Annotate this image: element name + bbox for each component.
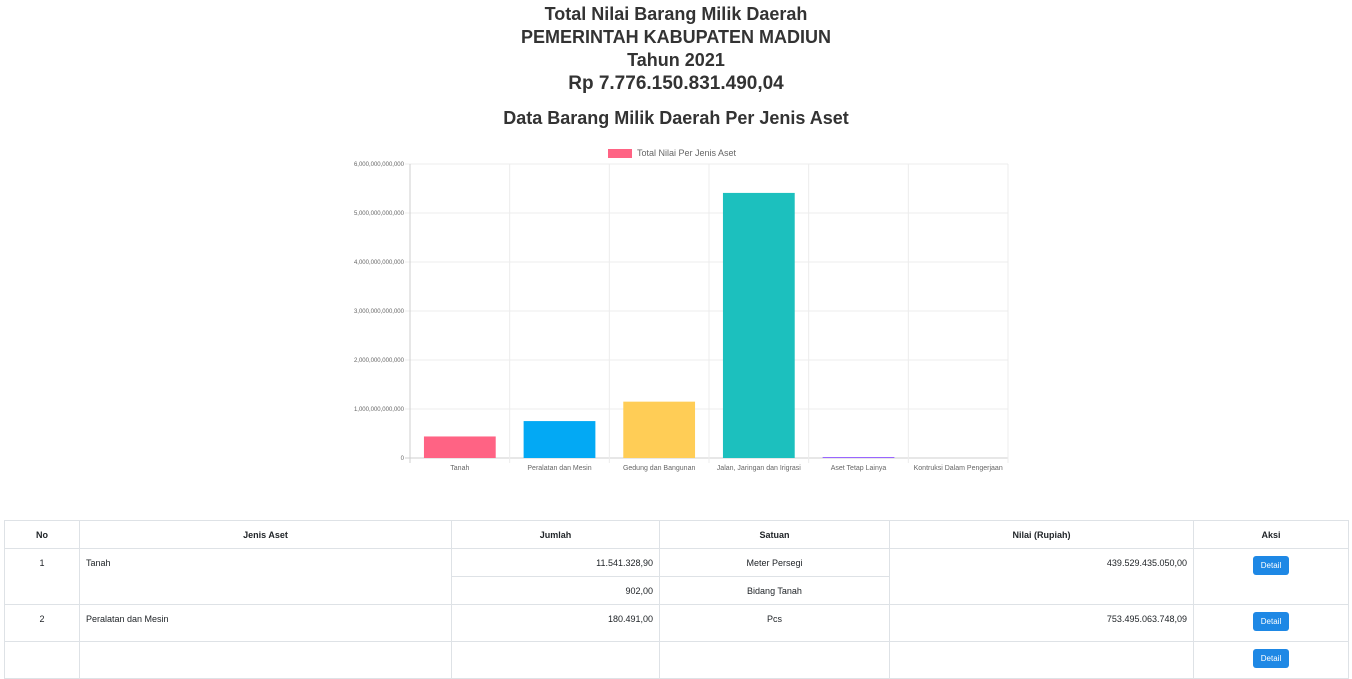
col-header-jumlah: Jumlah <box>451 520 660 549</box>
header-year: Tahun 2021 <box>627 50 725 70</box>
y-tick-label: 4,000,000,000,000 <box>354 260 405 266</box>
bar-chart: Total Nilai Per Jenis Aset 0 1,000,000,000… <box>354 148 1009 472</box>
cell-jumlah: 11.541.328,90 <box>451 548 660 577</box>
cell-satuan: Pcs <box>659 604 890 642</box>
cell-nilai <box>889 641 1194 679</box>
cell-aksi: Detail <box>1193 548 1349 605</box>
cell-satuan: Bidang Tanah <box>659 576 890 605</box>
table-header-row: No Jenis Aset Jumlah Satuan Nilai (Rupia… <box>4 520 1349 549</box>
header-total-value: Rp 7.776.150.831.490,04 <box>568 73 784 94</box>
cell-jenis-aset: Peralatan dan Mesin <box>79 604 452 642</box>
x-tick-label: Aset Tetap Lainya <box>831 465 887 472</box>
y-tick-label: 5,000,000,000,000 <box>354 211 405 217</box>
col-header-nilai: Nilai (Rupiah) <box>889 520 1194 549</box>
cell-jumlah: 180.491,00 <box>451 604 660 642</box>
x-tick-label: Jalan, Jaringan dan Irigrasi <box>717 465 801 472</box>
table-row: Detail <box>4 641 1349 679</box>
asset-table: No Jenis Aset Jumlah Satuan Nilai (Rupia… <box>4 520 1349 679</box>
detail-button[interactable]: Detail <box>1252 556 1290 575</box>
y-tick-label: 2,000,000,000,000 <box>354 358 405 364</box>
col-header-aksi: Aksi <box>1193 520 1349 549</box>
bar <box>722 192 795 458</box>
y-tick-label: 3,000,000,000,000 <box>354 309 405 315</box>
x-tick-label: Gedung dan Bangunan <box>623 465 696 472</box>
cell-satuan: Meter Persegi <box>659 548 890 577</box>
bar <box>822 457 895 458</box>
col-header-jenis-aset: Jenis Aset <box>79 520 452 549</box>
legend-label: Total Nilai Per Jenis Aset <box>637 148 737 158</box>
cell-aksi: Detail <box>1193 641 1349 679</box>
y-tick-label: 0 <box>401 456 405 462</box>
col-header-no: No <box>4 520 80 549</box>
table-row: 2 Peralatan dan Mesin 180.491,00 Pcs 753… <box>4 604 1349 642</box>
cell-nilai: 439.529.435.050,00 <box>889 548 1194 605</box>
bar <box>523 421 596 458</box>
table-row: 1 Tanah 11.541.328,90 Meter Persegi 439.… <box>4 548 1349 605</box>
chart-title: Data Barang Milik Daerah Per Jenis Aset <box>503 108 849 128</box>
cell-no: 1 <box>4 548 80 605</box>
x-tick-label: Kontruksi Dalam Pengerjaan <box>914 465 1003 472</box>
table-row: 902,00 Bidang Tanah <box>5 576 1349 605</box>
y-tick-label: 6,000,000,000,000 <box>354 162 405 168</box>
header-organization: PEMERINTAH KABUPATEN MADIUN <box>521 27 831 47</box>
cell-jumlah <box>451 641 660 679</box>
cell-no <box>4 641 80 679</box>
cell-aksi: Detail <box>1193 604 1349 642</box>
detail-button[interactable]: Detail <box>1252 612 1290 631</box>
cell-jumlah: 902,00 <box>451 576 660 605</box>
legend-swatch <box>608 149 632 158</box>
cell-jenis-aset <box>79 641 452 679</box>
header-title: Total Nilai Barang Milik Daerah <box>544 4 808 24</box>
x-tick-label: Peralatan dan Mesin <box>527 465 591 472</box>
y-tick-label: 1,000,000,000,000 <box>354 407 405 413</box>
x-tick-label: Tanah <box>450 465 469 472</box>
col-header-satuan: Satuan <box>659 520 890 549</box>
bar <box>623 401 696 458</box>
cell-jenis-aset: Tanah <box>79 548 452 605</box>
bar <box>423 436 496 458</box>
asset-table-container: No Jenis Aset Jumlah Satuan Nilai (Rupia… <box>4 520 1349 679</box>
cell-nilai: 753.495.063.748,09 <box>889 604 1194 642</box>
page-header: Total Nilai Barang Milik Daerah PEMERINT… <box>0 3 1352 96</box>
cell-satuan <box>659 641 890 679</box>
cell-no: 2 <box>4 604 80 642</box>
